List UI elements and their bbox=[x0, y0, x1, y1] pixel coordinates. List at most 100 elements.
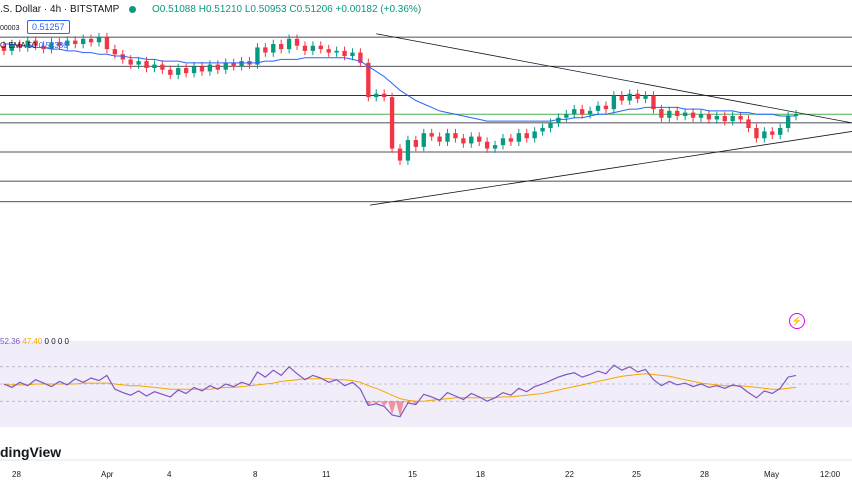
candle-body-41 bbox=[326, 49, 331, 53]
candle-body-86 bbox=[682, 112, 688, 116]
candle-body-97 bbox=[770, 131, 775, 135]
candle-1 bbox=[9, 39, 15, 56]
candle-body-54 bbox=[429, 133, 434, 137]
candle-body-38 bbox=[302, 45, 308, 51]
candle-body-29 bbox=[231, 62, 236, 67]
candle-47 bbox=[374, 89, 379, 102]
candle-51 bbox=[405, 135, 411, 165]
candle-96 bbox=[762, 127, 767, 143]
candle-62 bbox=[492, 140, 498, 153]
candle-77 bbox=[611, 91, 617, 114]
candle-89 bbox=[706, 110, 712, 124]
candle-79 bbox=[627, 89, 632, 105]
candle-85 bbox=[675, 106, 680, 121]
candle-body-22 bbox=[176, 68, 181, 75]
candle-body-18 bbox=[144, 61, 149, 68]
candle-24 bbox=[191, 62, 197, 78]
price-box[interactable]: 0.51257 bbox=[27, 20, 70, 34]
rsi-line bbox=[3, 364, 797, 418]
candle-68 bbox=[540, 123, 545, 136]
candle-38 bbox=[302, 41, 308, 56]
candle-body-60 bbox=[477, 136, 482, 142]
candle-body-45 bbox=[358, 52, 363, 63]
candle-body-3 bbox=[25, 40, 30, 48]
candle-15 bbox=[120, 50, 125, 64]
candle-50 bbox=[397, 144, 403, 165]
x-tick-label: 8 bbox=[253, 470, 258, 479]
x-tick-label: 28 bbox=[12, 470, 21, 479]
candle-14 bbox=[112, 44, 118, 59]
candle-60 bbox=[477, 132, 482, 146]
candle-body-1 bbox=[9, 44, 15, 51]
lightning-icon[interactable]: ⚡ bbox=[789, 313, 805, 329]
candle-63 bbox=[500, 134, 506, 150]
candle-body-81 bbox=[643, 95, 648, 99]
x-tick-label: 25 bbox=[632, 470, 641, 479]
candle-body-92 bbox=[730, 116, 735, 122]
candle-body-72 bbox=[572, 109, 577, 115]
candle-body-55 bbox=[437, 136, 442, 142]
candle-body-14 bbox=[112, 49, 118, 55]
candle-body-6 bbox=[49, 42, 54, 50]
candlestick-series bbox=[1, 32, 799, 165]
candle-100 bbox=[793, 110, 799, 121]
rsi-ma-line bbox=[4, 373, 797, 402]
candle-45 bbox=[358, 48, 363, 68]
candle-body-47 bbox=[374, 93, 379, 98]
candle-57 bbox=[453, 128, 458, 143]
candle-body-12 bbox=[96, 37, 102, 43]
rsi-legend: 52.36 47.40 0 0 0 0 bbox=[0, 337, 69, 346]
candle-body-25 bbox=[199, 66, 205, 72]
candle-20 bbox=[160, 60, 165, 74]
candle-body-7 bbox=[57, 42, 62, 46]
x-tick-label: 11 bbox=[322, 470, 331, 479]
candle-body-37 bbox=[294, 38, 300, 46]
candle-body-39 bbox=[310, 45, 316, 51]
candle-55 bbox=[437, 132, 442, 146]
horizontal-levels bbox=[0, 36, 852, 203]
candle-body-96 bbox=[762, 131, 767, 139]
candle-body-28 bbox=[223, 62, 228, 70]
small-value: 00003 bbox=[0, 25, 20, 32]
ema-line bbox=[4, 43, 796, 122]
candle-25 bbox=[199, 62, 205, 76]
candle-body-48 bbox=[381, 93, 387, 98]
candle-22 bbox=[176, 63, 181, 80]
candle-95 bbox=[754, 123, 759, 143]
candle-body-67 bbox=[532, 131, 537, 139]
candle-body-0 bbox=[1, 45, 7, 51]
candle-body-49 bbox=[389, 97, 395, 149]
candle-87 bbox=[690, 108, 696, 122]
candle-body-75 bbox=[595, 105, 601, 111]
candle-30 bbox=[239, 56, 244, 71]
candle-86 bbox=[682, 108, 688, 121]
candle-body-52 bbox=[413, 140, 419, 147]
candle-body-80 bbox=[635, 93, 640, 99]
candle-body-79 bbox=[627, 93, 632, 101]
candle-41 bbox=[326, 44, 331, 57]
candle-body-82 bbox=[651, 95, 656, 110]
candle-body-95 bbox=[754, 128, 759, 139]
candle-27 bbox=[215, 60, 220, 74]
candle-body-4 bbox=[33, 40, 38, 46]
candle-body-26 bbox=[207, 64, 213, 72]
candle-56 bbox=[445, 128, 450, 146]
candle-64 bbox=[508, 134, 514, 146]
candle-12 bbox=[96, 32, 102, 47]
candle-body-8 bbox=[65, 40, 70, 46]
candle-body-90 bbox=[714, 116, 720, 120]
candle-71 bbox=[564, 110, 569, 122]
candle-36 bbox=[286, 34, 292, 54]
candle-9 bbox=[73, 36, 78, 49]
candle-54 bbox=[429, 128, 434, 141]
candle-body-85 bbox=[675, 110, 680, 116]
candle-body-51 bbox=[405, 140, 411, 161]
candle-53 bbox=[421, 128, 426, 152]
candle-body-70 bbox=[556, 117, 561, 123]
candle-17 bbox=[136, 56, 141, 69]
symbol-title: .S. Dollar · 4h · BITSTAMP bbox=[0, 4, 144, 15]
x-tick-label: 28 bbox=[700, 470, 709, 479]
candle-59 bbox=[469, 132, 474, 148]
candle-0 bbox=[1, 41, 7, 56]
